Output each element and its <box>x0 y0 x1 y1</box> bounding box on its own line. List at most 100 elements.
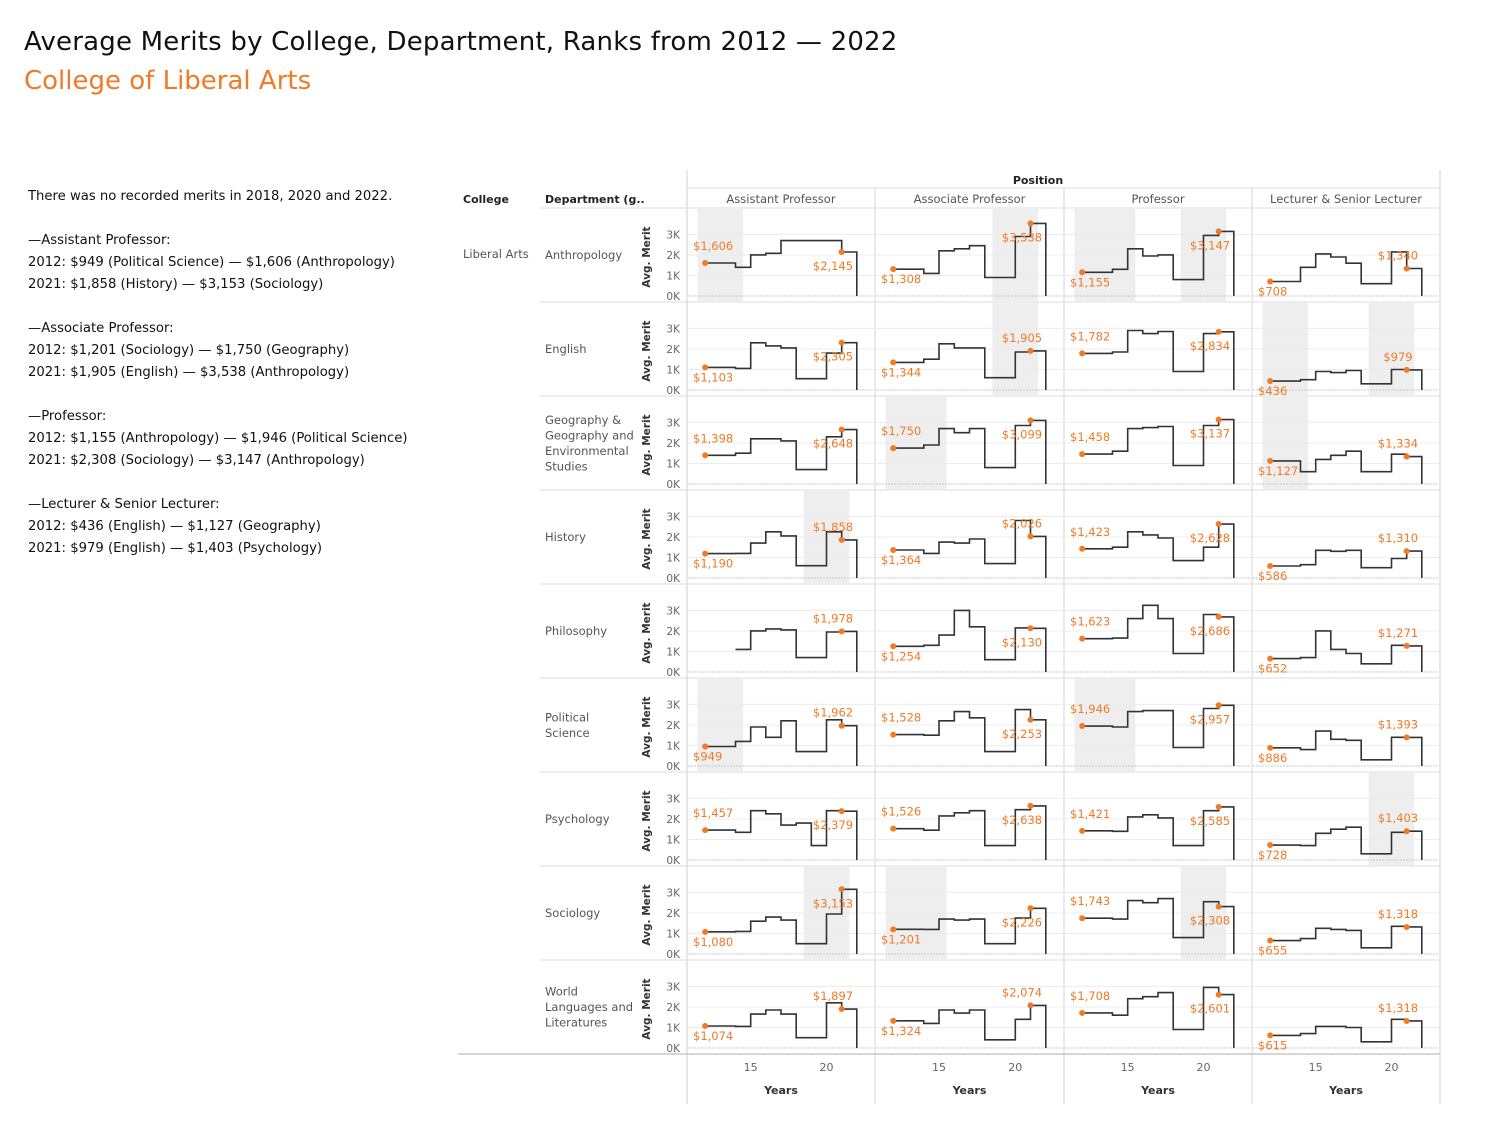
y-tick-label: 2K <box>666 626 681 638</box>
last-value-label: $2,585 <box>1190 814 1230 828</box>
merit-step-line <box>1082 523 1235 578</box>
last-point-marker <box>1215 991 1222 998</box>
first-point-marker <box>1267 655 1274 662</box>
cell-5-1: $1,528 $2,253 <box>876 703 1063 767</box>
department-row-2: Geography &Geography and EnvironmentalStu… <box>540 395 1440 491</box>
last-point-marker <box>1403 828 1410 835</box>
merit-step-line <box>705 239 858 296</box>
cell-2-0: $1,398 $2,648 <box>688 421 874 485</box>
first-value-label: $1,308 <box>881 272 921 286</box>
first-point-marker <box>890 1017 897 1024</box>
last-point-marker <box>838 536 845 543</box>
x-axis-title: Years <box>952 1084 987 1097</box>
department-label: Environmental <box>545 444 629 458</box>
y-tick-label: 1K <box>666 1022 681 1034</box>
y-axis-title: Avg. Merit <box>641 602 653 663</box>
first-point-marker <box>1079 269 1086 276</box>
last-point-marker <box>838 808 845 815</box>
last-point-marker <box>1215 521 1222 528</box>
last-point-marker <box>1215 416 1222 423</box>
cell-5-0: $949 $1,962 <box>688 679 874 771</box>
first-value-label: $708 <box>1258 284 1287 298</box>
y-tick-label: 2K <box>666 720 681 732</box>
last-value-label: $979 <box>1383 350 1412 364</box>
merit-step-line <box>893 222 1047 296</box>
last-value-label: $2,379 <box>813 818 853 832</box>
y-tick-label: 0K <box>666 855 681 867</box>
x-tick-label: 20 <box>1197 1061 1211 1074</box>
notes-2012-lecturer: 2012: $436 (English) — $1,127 (Geography… <box>28 519 321 534</box>
merit-step-line <box>1082 806 1235 860</box>
first-value-label: $1,080 <box>693 935 733 949</box>
last-value-label: $2,834 <box>1190 339 1230 353</box>
first-point-marker <box>1079 635 1086 642</box>
cell-0-2: $1,155 $3,147 <box>1065 209 1251 301</box>
merit-step-line <box>893 907 1047 954</box>
cell-2-3: $1,127 $1,334 <box>1253 397 1439 489</box>
notes-heading-professor: —Professor: <box>28 409 107 424</box>
merit-step-line <box>1270 549 1423 578</box>
first-point-marker <box>702 550 709 557</box>
first-value-label: $1,074 <box>693 1029 733 1043</box>
last-point-marker <box>838 628 845 635</box>
last-point-marker <box>1215 803 1222 810</box>
last-point-marker <box>1027 347 1034 354</box>
first-value-label: $1,421 <box>1070 807 1110 821</box>
first-value-label: $586 <box>1258 569 1287 583</box>
first-value-label: $1,528 <box>881 711 921 725</box>
y-axis-title: Avg. Merit <box>641 978 653 1039</box>
last-value-label: $1,858 <box>813 520 853 534</box>
last-point-marker <box>1403 265 1410 272</box>
last-point-marker <box>1403 734 1410 741</box>
y-tick-label: 2K <box>666 438 681 450</box>
last-point-marker <box>838 426 845 433</box>
y-tick-label: 3K <box>666 417 681 429</box>
last-point-marker <box>1027 1002 1034 1009</box>
last-value-label: $2,957 <box>1190 712 1230 726</box>
last-point-marker <box>838 722 845 729</box>
notes-intro: There was no recorded merits in 2018, 20… <box>28 189 393 204</box>
cell-1-0: $1,103 $2,305 <box>688 327 874 391</box>
notes-panel: There was no recorded merits in 2018, 20… <box>28 186 408 560</box>
last-point-marker <box>1027 417 1034 424</box>
y-axis-title: Avg. Merit <box>641 226 653 287</box>
y-axis-title: Avg. Merit <box>641 414 653 475</box>
first-point-marker <box>702 260 709 267</box>
last-point-marker <box>1027 905 1034 912</box>
last-value-label: $2,253 <box>1002 727 1042 741</box>
first-value-label: $1,398 <box>693 431 733 445</box>
merit-step-line <box>1082 986 1235 1048</box>
cell-3-0: $1,190 $1,858 <box>688 491 874 583</box>
first-point-marker <box>890 825 897 832</box>
column-header-0: Assistant Professor <box>726 192 835 206</box>
last-point-marker <box>1027 716 1034 723</box>
y-tick-label: 1K <box>666 834 681 846</box>
cell-5-3: $886 $1,393 <box>1253 703 1439 767</box>
department-label: Languages and <box>545 1000 633 1014</box>
department-label: World <box>545 985 578 999</box>
department-label: Geography and <box>545 428 634 442</box>
first-value-label: $1,344 <box>881 365 921 379</box>
y-axis-title: Avg. Merit <box>641 696 653 757</box>
x-tick-label: 15 <box>932 1061 946 1074</box>
cell-4-2: $1,623 $2,686 <box>1065 604 1251 673</box>
last-value-label: $2,026 <box>1002 516 1042 530</box>
merit-step-line <box>705 1002 858 1048</box>
last-point-marker <box>1403 923 1410 930</box>
y-tick-label: 0K <box>666 761 681 773</box>
first-point-marker <box>890 266 897 273</box>
cell-1-2: $1,782 $2,834 <box>1065 327 1251 391</box>
x-tick-label: 15 <box>744 1061 758 1074</box>
first-value-label: $1,458 <box>1070 430 1110 444</box>
merit-step-line <box>705 531 858 578</box>
notes-2012-associate: 2012: $1,201 (Sociology) — $1,750 (Geogr… <box>28 343 350 358</box>
last-value-label: $2,130 <box>1002 635 1042 649</box>
last-point-marker <box>1027 220 1034 227</box>
merit-step-line <box>893 805 1047 860</box>
first-point-marker <box>702 827 709 834</box>
y-tick-label: 3K <box>666 323 681 335</box>
cell-6-1: $1,526 $2,638 <box>876 797 1063 861</box>
last-value-label: $3,147 <box>1190 238 1230 252</box>
last-value-label: $1,318 <box>1378 1001 1418 1015</box>
last-value-label: $2,638 <box>1002 813 1042 827</box>
